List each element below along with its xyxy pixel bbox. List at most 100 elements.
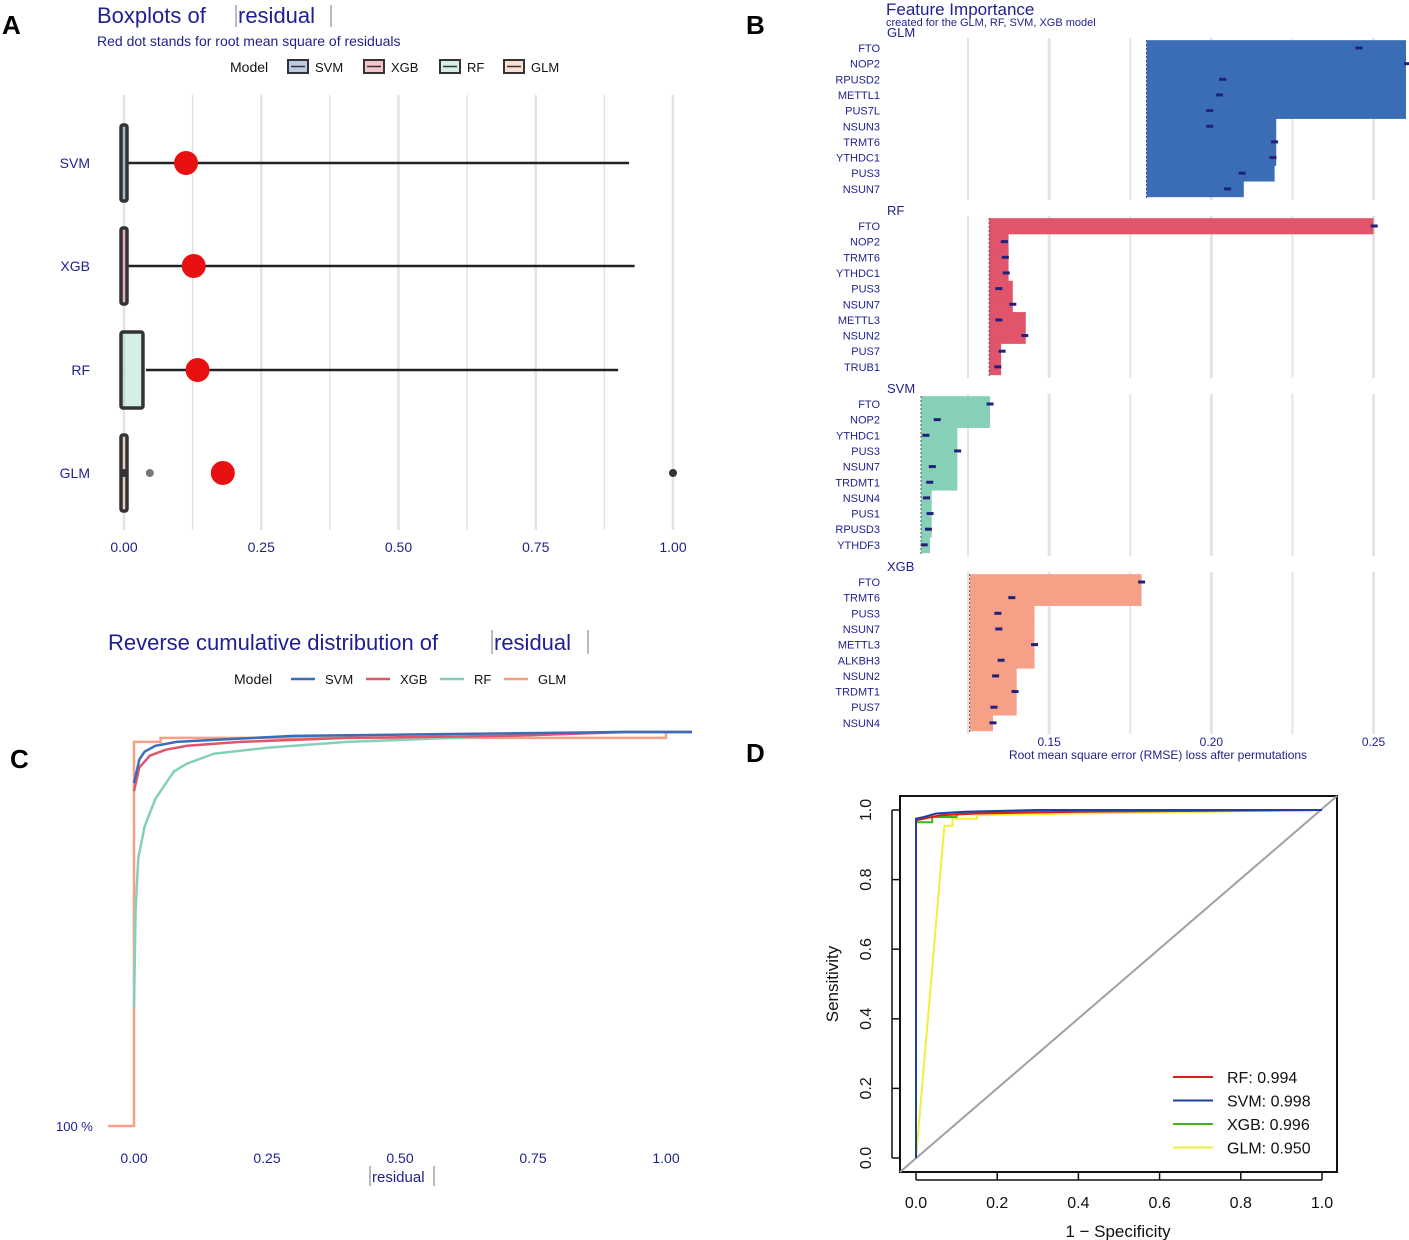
importance-point xyxy=(1002,271,1010,275)
x-tick-label: 0.25 xyxy=(248,539,275,555)
feature-label: TRDMT1 xyxy=(835,687,880,699)
plot-frame xyxy=(899,795,1338,1173)
feature-label: PUS7 xyxy=(851,346,880,358)
feature-label: FTO xyxy=(858,399,880,411)
x-tick-label: 1.00 xyxy=(659,539,686,555)
outlier-point xyxy=(669,469,677,477)
facet-label-rf: RF xyxy=(887,203,904,218)
feature-label: ALKBH3 xyxy=(838,655,880,667)
x-tick-label: 0.2 xyxy=(986,1195,1008,1212)
cdf-line-svm xyxy=(132,730,692,784)
feature-label: RPUSD3 xyxy=(835,524,880,536)
legend-label-rf: RF xyxy=(474,672,491,687)
legend-title: Model xyxy=(234,671,272,687)
y-tick-label: 0.2 xyxy=(858,1077,875,1099)
panel-a: A Boxplots of residual Red dot stands fo… xyxy=(2,3,687,555)
legend-title: Model xyxy=(230,59,268,75)
x-tick-label: 1.00 xyxy=(652,1150,679,1166)
importance-point xyxy=(1404,62,1409,66)
importance-point xyxy=(986,402,994,406)
feature-label: PUS7L xyxy=(845,106,880,118)
x-tick-label: 0.15 xyxy=(1037,735,1061,749)
facet-label-xgb: XGB xyxy=(887,559,914,574)
importance-point xyxy=(994,611,1002,615)
importance-point xyxy=(1011,690,1019,694)
importance-point xyxy=(995,318,1003,322)
importance-bar xyxy=(969,574,1142,591)
panel-letter-a: A xyxy=(2,10,21,40)
importance-point xyxy=(1031,643,1039,647)
feature-label: NSUN2 xyxy=(843,671,880,683)
rmse-dot-rf xyxy=(185,358,210,382)
legend-label-xgb: XGB: 0.996 xyxy=(1227,1117,1310,1134)
importance-bar xyxy=(1146,181,1244,198)
panel-letter-d: D xyxy=(746,738,765,768)
feature-label: TRMT6 xyxy=(843,252,880,264)
importance-point xyxy=(1271,140,1279,144)
importance-point xyxy=(920,543,928,547)
reverse-cdf-area: 0.00 0.25 0.50 0.75 1.00 xyxy=(108,730,692,1166)
category-label-glm: GLM xyxy=(60,465,90,481)
feature-label: PUS3 xyxy=(851,446,880,458)
category-label-svm: SVM xyxy=(60,155,90,171)
importance-point xyxy=(989,721,997,725)
importance-bar xyxy=(1146,149,1277,166)
legend-label-xgb: XGB xyxy=(400,672,427,687)
x-tick-label: 0.20 xyxy=(1200,735,1224,749)
feature-label: TRDMT1 xyxy=(835,477,880,489)
cdf-line-xgb xyxy=(132,730,692,792)
panel-c-title: Reverse cumulative distribution of xyxy=(108,630,439,655)
feature-label: NSUN4 xyxy=(843,718,880,730)
panel-letter-c: C xyxy=(10,744,29,774)
panel-c-legend: Model SVM XGB RF GLM xyxy=(234,671,566,687)
importance-point xyxy=(922,496,930,500)
y-tick-label: 100 % xyxy=(56,1119,93,1134)
feature-label: FTO xyxy=(858,221,880,233)
category-label-rf: RF xyxy=(71,362,90,378)
feature-label: NSUN3 xyxy=(843,121,880,133)
panel-d-xlabel: 1 − Specificity xyxy=(1065,1222,1171,1240)
boxplot-area: SVM XGB RF GLM 0.00 0.25 0.50 0.75 1.00 xyxy=(60,95,687,555)
feature-label: PUS7 xyxy=(851,702,880,714)
feature-label: NSUN7 xyxy=(843,299,880,311)
rmse-dot-svm xyxy=(174,151,199,175)
y-tick-label: 0.8 xyxy=(858,868,875,890)
feature-label: PUS3 xyxy=(851,608,880,620)
panel-b-xlabel: Root mean square error (RMSE) loss after… xyxy=(1009,748,1307,762)
feature-label: RPUSD2 xyxy=(835,74,880,86)
roc-curve-svm xyxy=(915,809,1322,1158)
importance-bar xyxy=(989,233,1009,250)
importance-point xyxy=(990,705,998,709)
legend-items: SVM XGB RF GLM xyxy=(291,672,566,687)
importance-bar xyxy=(969,683,1017,700)
importance-bar xyxy=(989,327,1026,344)
panel-d: D 0.0 0.2 0.4 0.6 0.8 1.0 0.0 0.2 0.4 0.6 0.8 1.0 RF… xyxy=(746,738,1338,1240)
importance-point xyxy=(928,465,936,469)
importance-bar xyxy=(920,443,958,460)
facet-label-svm: SVM xyxy=(887,381,915,396)
importance-point xyxy=(995,287,1003,291)
roc-area: 0.0 0.2 0.4 0.6 0.8 1.0 0.0 0.2 0.4 0.6 0.8 1.0 RF: … xyxy=(858,795,1338,1212)
x-tick-label: 0.25 xyxy=(253,1150,280,1166)
feature-label: NSUN7 xyxy=(843,184,880,196)
importance-point xyxy=(1021,334,1029,338)
legend-items: SVM XGB RF GLM xyxy=(287,59,559,75)
legend-label-svm: SVM xyxy=(315,60,343,75)
importance-bar xyxy=(920,474,958,491)
x-tick-label: 0.75 xyxy=(519,1150,546,1166)
box-svm xyxy=(119,123,129,203)
panel-b: B Feature Importance created for the GLM… xyxy=(746,0,1409,762)
panel-a-subtitle: Red dot stands for root mean square of r… xyxy=(97,33,401,49)
importance-point xyxy=(992,674,1000,678)
x-tick-label: 0.00 xyxy=(120,1150,147,1166)
importance-point xyxy=(1000,240,1008,244)
importance-point xyxy=(1269,156,1277,160)
panel-a-title: Boxplots of xyxy=(97,3,207,28)
feature-label: METTL3 xyxy=(838,640,880,652)
importance-point xyxy=(1355,46,1363,50)
importance-point xyxy=(926,512,934,516)
importance-point xyxy=(997,658,1005,662)
x-tick-label: 0.8 xyxy=(1230,1195,1252,1212)
feature-label: NOP2 xyxy=(850,237,880,249)
outlier-point xyxy=(120,469,128,477)
